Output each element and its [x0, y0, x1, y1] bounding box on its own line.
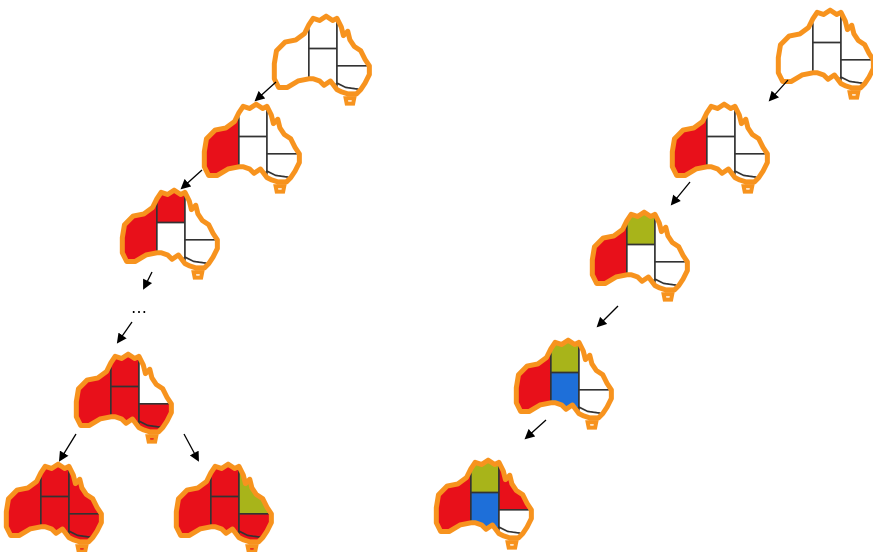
- coastline-outline: [73, 351, 174, 435]
- tasmania-outline: [505, 540, 519, 550]
- tasmania-outline: [273, 184, 287, 194]
- left-map-3: [119, 187, 220, 280]
- tasmania-outline: [191, 270, 205, 280]
- left-map-4: [73, 351, 174, 444]
- tasmania-outline: [741, 184, 755, 194]
- left-arrow-1: [254, 81, 277, 102]
- right-map-1: [775, 7, 873, 100]
- map-layer: [3, 7, 873, 552]
- left-arrow-6: [183, 433, 199, 462]
- left-map-1: [271, 13, 372, 106]
- tasmania-outline: [343, 96, 357, 106]
- right-map-2: [669, 101, 770, 194]
- left-map-5: [3, 461, 104, 552]
- right-arrow-1: [768, 79, 789, 102]
- coastline-outline: [433, 457, 534, 541]
- right-map-5: [433, 457, 534, 550]
- coastline-outline: [513, 337, 614, 421]
- left-arrow-5: [58, 433, 77, 462]
- tasmania-outline: [145, 434, 159, 444]
- tasmania-outline: [585, 420, 599, 430]
- arrow-layer: [58, 79, 789, 462]
- coastline-outline: [271, 13, 372, 97]
- ellipsis-label: …: [131, 298, 147, 317]
- left-arrow-4: [116, 321, 133, 344]
- coastline-outline: [201, 101, 302, 185]
- left-map-2: [201, 101, 302, 194]
- coastline-outline: [589, 209, 690, 293]
- right-arrow-2: [670, 181, 691, 206]
- left-arrow-2: [180, 169, 203, 190]
- coastline-outline: [173, 461, 274, 545]
- coastline-outline: [119, 187, 220, 271]
- tasmania-outline: [847, 90, 861, 100]
- left-arrow-3: [143, 271, 153, 290]
- right-arrow-3: [596, 305, 619, 328]
- coastline-outline: [669, 101, 770, 185]
- tasmania-outline: [661, 292, 675, 302]
- left-map-6: [173, 461, 274, 552]
- right-map-4: [513, 337, 614, 430]
- coastline-outline: [775, 7, 873, 91]
- coastline-outline: [3, 461, 104, 545]
- right-map-3: [589, 209, 690, 302]
- right-arrow-4: [524, 419, 547, 440]
